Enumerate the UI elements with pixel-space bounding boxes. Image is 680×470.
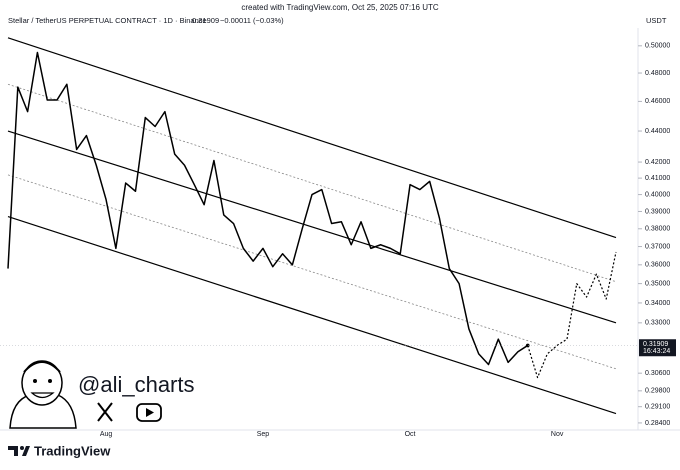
x-tick-label: Nov <box>551 431 564 438</box>
y-tick-label: 0.48000 <box>645 70 670 77</box>
y-tick-label: 0.33000 <box>645 320 670 327</box>
y-tick-label: 0.41000 <box>645 175 670 182</box>
y-tick-label: 0.38000 <box>645 226 670 233</box>
y-tick-label: 0.44000 <box>645 128 670 135</box>
y-tick-label: 0.37000 <box>645 243 670 250</box>
y-tick-label: 0.39000 <box>645 208 670 215</box>
y-tick-label: 0.35000 <box>645 280 670 287</box>
brand-logo <box>8 446 30 456</box>
author: @ali_charts <box>78 372 195 397</box>
channel-line <box>7 130 617 324</box>
y-tick-label: 0.34000 <box>645 300 670 307</box>
y-tick-label: 0.28400 <box>645 420 670 427</box>
plot-area <box>7 37 617 415</box>
y-tick-label: 0.46000 <box>645 98 670 105</box>
avatar <box>9 360 77 429</box>
y-tick-label: 0.29100 <box>645 404 670 411</box>
y-tick-label: 0.42000 <box>645 159 670 166</box>
price-tag <box>639 339 676 357</box>
currency: USDT <box>646 16 667 25</box>
youtube-icon <box>136 403 162 422</box>
y-tick-label: 0.50000 <box>645 43 670 50</box>
y-tick-label: 0.36000 <box>645 262 670 269</box>
price-line <box>7 51 529 366</box>
chart-title: Stellar / TetherUS PERPETUAL CONTRACT · … <box>8 16 207 25</box>
last-point <box>525 343 530 348</box>
y-tick-label: 0.30600 <box>645 370 670 377</box>
price-change: −0.00011 (−0.03%) <box>220 16 284 25</box>
last-price: 0.31909 <box>192 16 219 25</box>
brand: TradingView <box>34 443 111 458</box>
price-tag-value: 0.31909 <box>643 341 668 348</box>
x-tick-label: Oct <box>405 431 416 438</box>
channel-line <box>7 83 617 283</box>
x-icon <box>97 402 113 422</box>
x-tick-label: Aug <box>100 431 113 438</box>
channel-line <box>7 216 617 415</box>
y-tick-label: 0.40000 <box>645 191 670 198</box>
y-tick-label: 0.29800 <box>645 388 670 395</box>
channel-line <box>7 37 617 239</box>
created-with: created with TradingView.com, Oct 25, 20… <box>241 3 439 12</box>
countdown: 16:43:24 <box>643 348 670 355</box>
x-tick-label: Sep <box>257 431 270 438</box>
